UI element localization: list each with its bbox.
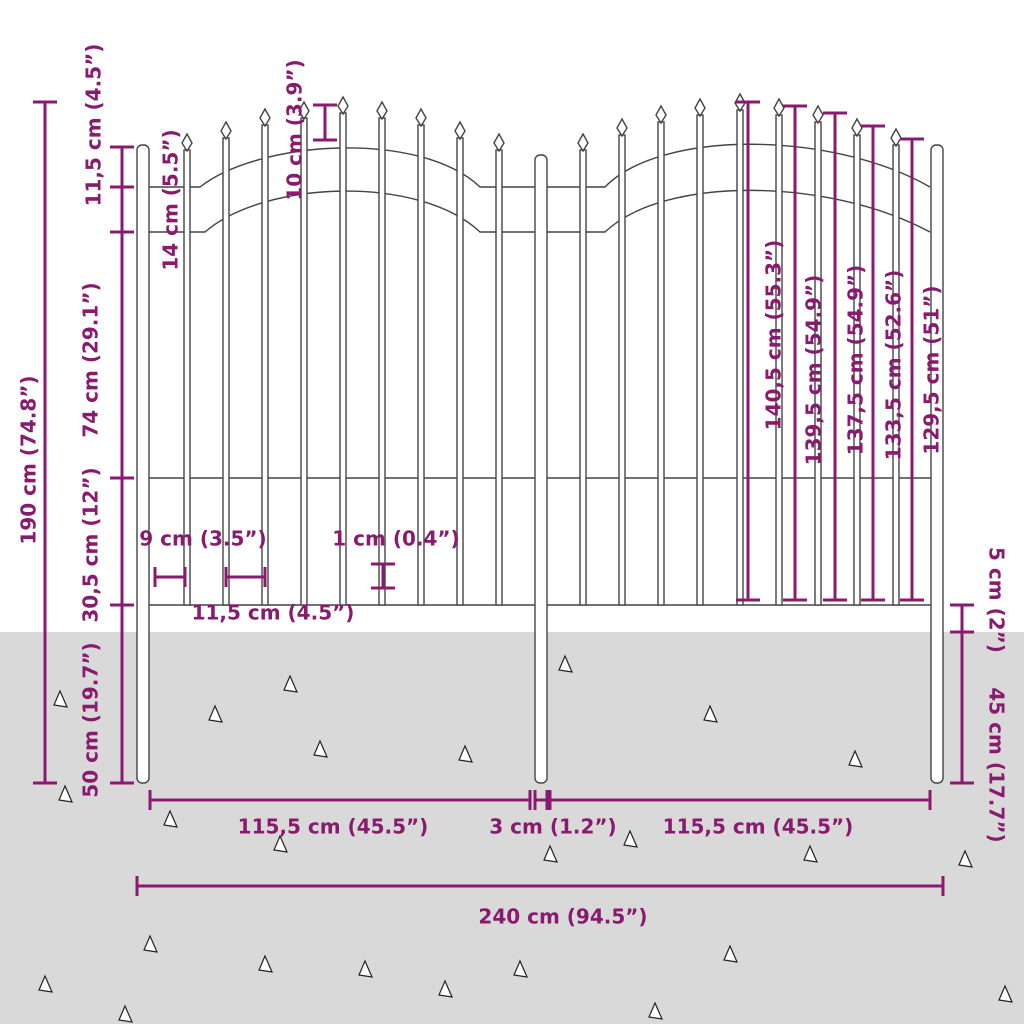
triangle bbox=[998, 984, 1013, 1003]
spike bbox=[337, 95, 349, 116]
spike bbox=[890, 127, 902, 148]
spike bbox=[773, 97, 785, 118]
bar bbox=[657, 121, 665, 606]
dimension-label: 45 cm (17.7”) bbox=[985, 687, 1009, 842]
triangle bbox=[283, 674, 298, 693]
fence bbox=[136, 92, 944, 784]
bar bbox=[696, 114, 704, 606]
spike bbox=[694, 97, 706, 118]
dimension-label: 14 cm (5.5”) bbox=[159, 129, 183, 270]
spike bbox=[493, 132, 505, 153]
middle-post bbox=[534, 154, 548, 784]
dimension-label: 74 cm (29.1”) bbox=[79, 282, 103, 437]
triangle bbox=[623, 829, 638, 848]
triangle bbox=[118, 1004, 133, 1023]
triangle bbox=[208, 704, 223, 723]
triangle bbox=[703, 704, 718, 723]
triangle bbox=[163, 809, 178, 828]
triangle bbox=[543, 844, 558, 863]
dimension-label: 140,5 cm (55.3”) bbox=[762, 240, 786, 431]
dimension-label: 30,5 cm (12”) bbox=[79, 467, 103, 622]
dimension-label: 10 cm (3.9”) bbox=[283, 59, 307, 200]
dimension-label: 1 cm (0.4”) bbox=[332, 527, 459, 551]
triangle bbox=[458, 744, 473, 763]
triangle bbox=[513, 959, 528, 978]
triangle bbox=[958, 849, 973, 868]
triangle bbox=[438, 979, 453, 998]
spike bbox=[220, 120, 232, 141]
triangle bbox=[38, 974, 53, 993]
dimension-label: 9 cm (3.5”) bbox=[139, 527, 266, 551]
triangle bbox=[53, 689, 68, 708]
spike bbox=[851, 117, 863, 138]
triangle bbox=[258, 954, 273, 973]
triangle bbox=[358, 959, 373, 978]
bar bbox=[618, 134, 626, 606]
dimension-label: 11,5 cm (4.5”) bbox=[82, 44, 106, 207]
spike bbox=[415, 107, 427, 128]
left-post bbox=[136, 144, 150, 784]
right-post bbox=[930, 144, 944, 784]
dimension-label: 190 cm (74.8”) bbox=[17, 375, 41, 544]
triangle bbox=[723, 944, 738, 963]
ground bbox=[0, 632, 1024, 1024]
bar bbox=[579, 149, 587, 606]
triangle bbox=[558, 654, 573, 673]
triangle bbox=[313, 739, 328, 758]
dimension-label: 139,5 cm (54.9”) bbox=[802, 275, 826, 466]
dimension-label: 137,5 cm (54.9”) bbox=[844, 265, 868, 456]
bar bbox=[495, 149, 503, 606]
dimension-label: 133,5 cm (52.6”) bbox=[882, 270, 906, 461]
dimension-label: 5 cm (2”) bbox=[985, 547, 1009, 653]
dimension-lines bbox=[33, 100, 974, 896]
dimension-label: 3 cm (1.2”) bbox=[489, 815, 616, 839]
spike bbox=[181, 132, 193, 153]
triangle bbox=[58, 784, 73, 803]
dimension-label: 129,5 cm (51”) bbox=[920, 285, 944, 454]
triangle bbox=[143, 934, 158, 953]
spike bbox=[655, 104, 667, 125]
dimension-label: 240 cm (94.5”) bbox=[478, 905, 647, 929]
dimension-label: 115,5 cm (45.5”) bbox=[663, 815, 854, 839]
dimension-label: 11,5 cm (4.5”) bbox=[192, 601, 355, 625]
triangle bbox=[848, 749, 863, 768]
spike bbox=[812, 104, 824, 125]
triangle bbox=[273, 834, 288, 853]
spike bbox=[616, 117, 628, 138]
spike bbox=[259, 107, 271, 128]
triangle bbox=[803, 844, 818, 863]
spike bbox=[454, 120, 466, 141]
triangle bbox=[648, 1001, 663, 1020]
dimension-label: 50 cm (19.7”) bbox=[79, 642, 103, 797]
spike bbox=[298, 100, 310, 121]
bar bbox=[736, 109, 744, 606]
dimension-label: 115,5 cm (45.5”) bbox=[238, 815, 429, 839]
labels: 11,5 cm (4.5”) 14 cm (5.5”) 10 cm (3.9”) 19… bbox=[17, 44, 1009, 929]
spike bbox=[376, 100, 388, 121]
spike bbox=[577, 132, 589, 153]
ground-pattern bbox=[38, 654, 1013, 1023]
